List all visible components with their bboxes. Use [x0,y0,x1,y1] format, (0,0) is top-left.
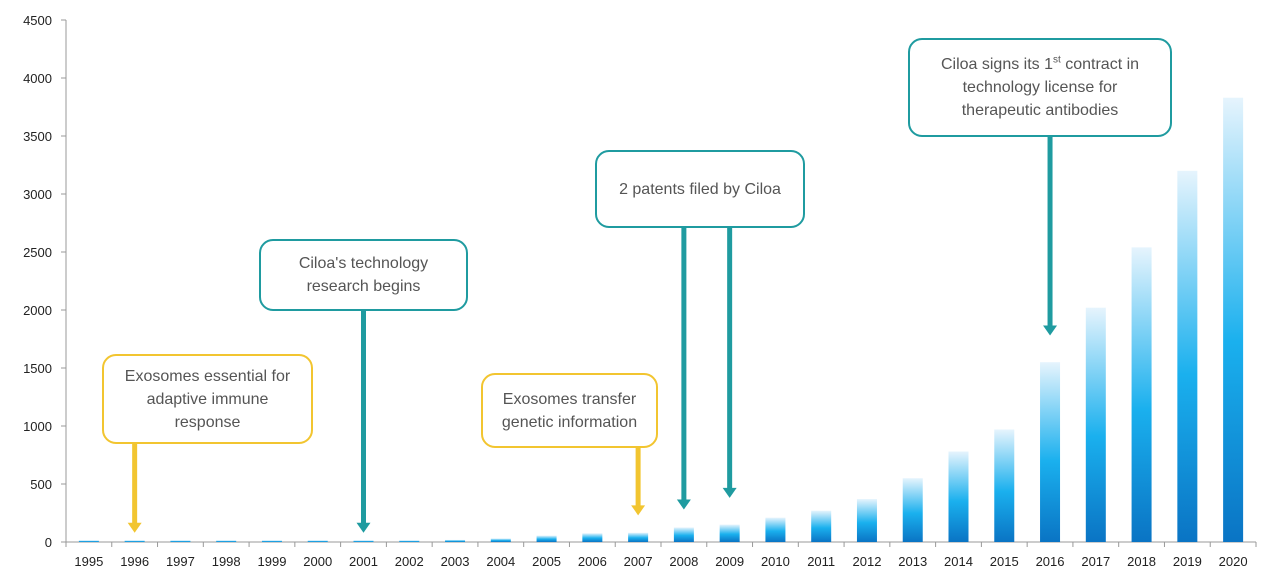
bar-2002 [399,540,420,542]
bar-2020 [1223,97,1244,542]
callout-exosomes-transfer: Exosomes transfer genetic information [481,373,658,448]
bar-2016 [1040,362,1061,542]
y-tick-label: 1000 [23,419,52,434]
bar-1997 [170,540,191,542]
callout-superscript: st [1053,54,1061,66]
bar-2017 [1085,307,1106,542]
arrow-head-1996 [127,522,142,533]
y-axis: 0 500 1000 1500 2000 2500 3000 3500 4000 4500 [23,13,67,550]
bar-1999 [261,540,282,542]
callout-line: response [174,413,241,431]
callout-line: therapeutic antibodies [961,102,1119,119]
callout-line: Exosomes essential for [124,367,291,385]
bar-2006 [582,533,603,542]
x-tick-label: 2000 [303,554,332,569]
bar-2005 [536,535,557,542]
callout-line: adaptive immune [146,390,269,408]
y-tick-label: 2000 [23,303,52,318]
x-tick-label: 2010 [761,554,790,569]
bars [78,97,1244,543]
x-tick-label: 1998 [212,554,241,569]
x-tick-label: 2008 [669,554,698,569]
bar-2019 [1177,170,1198,543]
x-tick-label: 1996 [120,554,149,569]
x-tick-label: 2001 [349,554,378,569]
y-tick-label: 500 [30,477,52,492]
bar-2008 [673,527,694,542]
x-tick-label: 2004 [486,554,515,569]
bar-2001 [353,540,374,542]
bar-2009 [719,524,740,542]
bar-1996 [124,540,145,542]
x-tick-label: 2020 [1219,554,1248,569]
callout-line: genetic information [501,413,638,431]
x-tick-label: 1995 [74,554,103,569]
annotation-arrows [127,137,1058,533]
bar-2013 [902,478,923,542]
arrow-head-2007 [631,505,646,516]
y-tick-label: 3500 [23,129,52,144]
x-tick-label: 1999 [258,554,287,569]
bar-2012 [856,499,877,542]
bar-2000 [307,540,328,542]
x-tick-label: 2005 [532,554,561,569]
x-tick-label: 2002 [395,554,424,569]
y-tick-label: 3000 [23,187,52,202]
x-tick-label: 1997 [166,554,195,569]
arrow-head-2009 [722,487,737,498]
bar-2011 [811,510,832,542]
x-tick-label: 2003 [441,554,470,569]
y-tick-label: 2500 [23,245,52,260]
x-tick-label: 2006 [578,554,607,569]
callout-line: research begins [306,278,421,295]
x-tick-label: 2019 [1173,554,1202,569]
callout-patents: 2 patents filed by Ciloa [595,150,805,228]
bar-2004 [490,538,511,542]
bar-2015 [994,429,1015,542]
x-tick-label: 2016 [1036,554,1065,569]
y-tick-label: 4000 [23,71,52,86]
callout-line: technology license for [962,79,1118,96]
y-tick-label: 4500 [23,13,52,28]
arrow-head-2016 [1043,325,1058,336]
x-tick-label: 2018 [1127,554,1156,569]
callout-line: Ciloa's technology [298,255,429,272]
bar-2014 [948,451,969,542]
arrow-head-2001 [356,522,371,533]
arrow-head-2008 [676,499,691,510]
callout-exosomes-immune: Exosomes essential for adaptive immune r… [102,354,313,444]
callout-line: contract in [1060,56,1140,73]
callout-line: Exosomes transfer [502,390,637,408]
callout-research-begins: Ciloa's technology research begins [259,239,468,311]
y-tick-label: 1500 [23,361,52,376]
x-axis: 1995 1996 1997 1998 1999 2000 2001 2002 2003 2004… [65,541,1257,569]
x-tick-label: 2009 [715,554,744,569]
x-tick-label: 2014 [944,554,973,569]
callout-license: Ciloa signs its 1st contract in technolo… [908,38,1172,137]
x-tick-label: 2013 [898,554,927,569]
bar-2010 [765,517,786,542]
bar-2018 [1131,247,1152,543]
callout-line: 2 patents filed by Ciloa [619,180,781,198]
x-tick-label: 2017 [1081,554,1110,569]
bar-1995 [78,540,99,542]
y-tick-label: 0 [45,535,52,550]
x-tick-label: 2007 [624,554,653,569]
callout-line: Ciloa signs its 1 [940,56,1053,73]
bar-1998 [216,540,237,542]
x-tick-label: 2015 [990,554,1019,569]
bar-2007 [628,532,649,542]
bar-2003 [445,539,466,542]
x-tick-label: 2011 [807,554,835,569]
x-tick-label: 2012 [853,554,882,569]
